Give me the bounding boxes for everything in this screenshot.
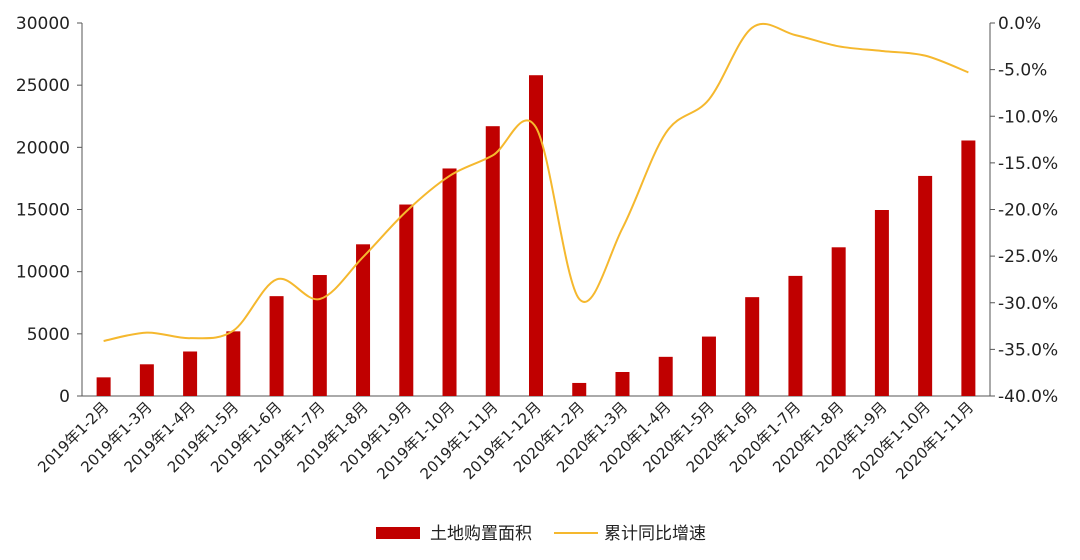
right-tick-label: -20.0%	[998, 201, 1058, 221]
bar	[659, 357, 673, 396]
left-y-axis: 0 5000 10000 15000 20000 25000 30000	[16, 14, 82, 407]
left-tick-label: 15000	[16, 201, 70, 221]
right-y-axis: -40.0% -35.0% -30.0% -25.0% -20.0% -15.0% -10.…	[990, 14, 1058, 407]
bar-series	[97, 75, 976, 396]
bar	[961, 140, 975, 396]
left-tick-label: 10000	[16, 263, 70, 283]
right-tick-label: -15.0%	[998, 154, 1058, 174]
bar	[832, 247, 846, 396]
bar	[788, 276, 802, 396]
x-tick-label: 2020年1-11月	[892, 398, 977, 483]
bar	[572, 383, 586, 396]
left-tick-label: 0	[59, 387, 70, 407]
bar	[140, 364, 154, 396]
bar	[875, 210, 889, 396]
bar	[270, 296, 284, 396]
x-axis: 2019年1-2月2019年1-3月2019年1-4月2019年1-5月2019…	[34, 398, 977, 483]
left-tick-label: 25000	[16, 76, 70, 96]
bar	[313, 275, 327, 396]
right-tick-label: -10.0%	[998, 107, 1058, 127]
legend-label-line: 累计同比增速	[604, 524, 706, 544]
right-tick-label: -35.0%	[998, 340, 1058, 360]
bar	[97, 377, 111, 396]
right-tick-label: -5.0%	[998, 61, 1047, 81]
left-tick-label: 5000	[27, 325, 70, 345]
bar	[443, 168, 457, 396]
bar	[745, 297, 759, 396]
bar	[399, 205, 413, 396]
bar	[615, 372, 629, 396]
bar	[183, 351, 197, 396]
left-tick-label: 20000	[16, 138, 70, 158]
bar	[702, 337, 716, 396]
legend-swatch-bar	[376, 527, 420, 539]
legend-label-bar: 土地购置面积	[430, 524, 532, 544]
bar	[918, 176, 932, 396]
right-tick-label: -25.0%	[998, 247, 1058, 267]
bar	[486, 126, 500, 396]
right-tick-label: -40.0%	[998, 387, 1058, 407]
legend: 土地购置面积 累计同比增速	[376, 524, 706, 544]
bar	[356, 244, 370, 396]
right-tick-label: -30.0%	[998, 294, 1058, 314]
bar	[226, 331, 240, 396]
bar	[529, 75, 543, 396]
left-tick-label: 30000	[16, 14, 70, 34]
right-tick-label: 0.0%	[998, 14, 1041, 34]
